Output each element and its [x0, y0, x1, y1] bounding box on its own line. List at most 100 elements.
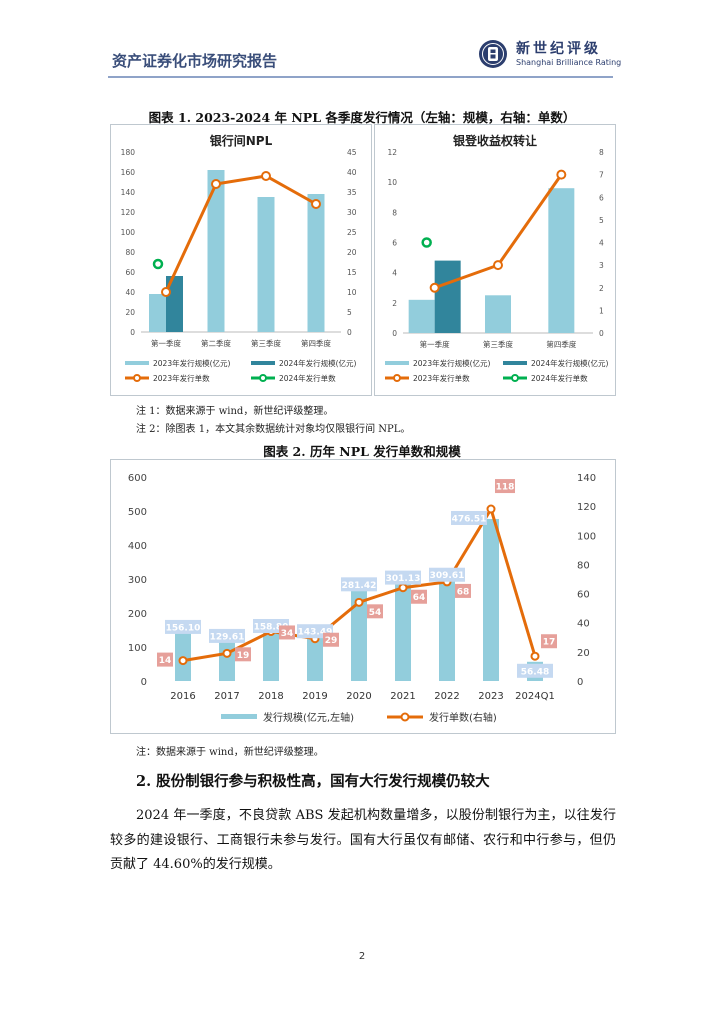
bar-value-label: 309.61	[430, 571, 465, 581]
point-2023-count	[429, 282, 440, 293]
section-heading: 2. 股份制银行参与积极性高，国有大行发行规模仍较大	[136, 773, 490, 790]
line-value-label-box	[323, 632, 339, 647]
category-label: 2016	[170, 691, 195, 702]
category-label: 第一季度	[151, 338, 181, 348]
line-value-label-box	[495, 479, 515, 494]
bar-value-label-box	[429, 567, 465, 582]
line-2023-count	[164, 174, 317, 293]
point-2023-count	[556, 169, 567, 180]
left-tick-label: 140	[121, 188, 136, 197]
line-value-label: 29	[325, 636, 338, 646]
bar-annual-scale	[263, 627, 279, 681]
point-2023-count	[311, 199, 321, 209]
category-label: 2017	[214, 691, 239, 702]
bar-2024	[434, 260, 461, 333]
bar-value-label-box	[209, 628, 245, 643]
point-annual-count	[486, 504, 496, 514]
chart-title: 银行间NPL	[210, 133, 273, 148]
line-value-label: 19	[237, 651, 250, 661]
figure1-title: 图表 1. 2023-2024 年 NPL 各季度发行情况（左轴：规模，右轴：单…	[148, 110, 576, 125]
left-tick-label: 40	[125, 288, 135, 297]
bar-2023	[548, 188, 575, 333]
header-divider	[108, 76, 613, 78]
right-tick-label: 1	[599, 306, 604, 315]
left-tick-label: 6	[392, 239, 397, 248]
right-tick-label: 6	[599, 193, 604, 202]
bar-value-label: 281.42	[342, 581, 377, 591]
legend-label: 发行单数(右轴)	[429, 711, 497, 724]
left-tick-label: 400	[128, 541, 147, 552]
line-value-label-box	[455, 583, 471, 598]
legend-swatch-marker	[400, 712, 410, 722]
bar-2023	[207, 170, 225, 332]
legend-swatch-marker	[259, 374, 267, 382]
left-tick-label: 600	[128, 473, 147, 484]
left-tick-label: 2	[392, 299, 397, 308]
category-label: 2023	[478, 691, 503, 702]
right-tick-label: 40	[347, 168, 357, 177]
left-tick-label: 60	[125, 268, 135, 277]
category-label: 2024Q1	[515, 691, 555, 702]
right-tick-label: 40	[577, 619, 590, 630]
legend-swatch-bar	[125, 361, 149, 365]
left-tick-label: 160	[121, 168, 136, 177]
line-value-label: 118	[496, 483, 515, 493]
logo-english-name: Shanghai Brilliance Rating	[516, 58, 622, 67]
category-label: 2019	[302, 691, 327, 702]
right-tick-label: 25	[347, 228, 357, 237]
bar-annual-scale	[307, 632, 323, 681]
line-value-label: 54	[369, 608, 382, 618]
right-tick-label: 0	[577, 677, 583, 688]
left-tick-label: 10	[387, 178, 397, 187]
right-tick-label: 140	[577, 473, 596, 484]
category-label: 2022	[434, 691, 459, 702]
line-value-label: 17	[543, 638, 556, 648]
right-tick-label: 7	[599, 171, 604, 180]
category-label: 2021	[390, 691, 415, 702]
bar-value-label: 301.13	[386, 574, 421, 584]
left-tick-label: 120	[121, 208, 136, 217]
bar-annual-scale	[219, 636, 235, 681]
right-tick-label: 80	[577, 560, 590, 571]
right-tick-label: 15	[347, 268, 357, 277]
line-value-label: 64	[413, 593, 426, 603]
legend-label: 2024年发行规模(亿元)	[279, 358, 357, 368]
bar-value-label-box	[451, 510, 487, 525]
right-tick-label: 10	[347, 288, 357, 297]
left-tick-label: 100	[128, 643, 147, 654]
line-value-label-box	[157, 652, 173, 667]
bar-2023	[307, 194, 325, 332]
chart-yindeng-transfer: 银登收益权转让 0 2 4 6 8 10 12 0 1 2 3 4 5 6 7 8 第一季度 第三季度 第四季度 202…	[374, 124, 616, 396]
point-2023-count	[493, 260, 503, 271]
figure2-title: 图表 2. 历年 NPL 发行单数和规模	[263, 444, 461, 459]
bar-annual-scale	[395, 578, 411, 681]
right-tick-label: 20	[577, 648, 590, 659]
bar-annual-scale	[483, 518, 499, 681]
left-tick-label: 0	[130, 328, 135, 337]
bar-annual-scale	[175, 627, 191, 681]
logo-chinese-name: 新世纪评级	[516, 41, 601, 57]
category-label: 2020	[346, 691, 371, 702]
right-tick-label: 5	[599, 216, 604, 225]
bar-value-label: 56.48	[521, 667, 549, 677]
legend-swatch-bar	[251, 361, 275, 365]
chart-title: 银登收益权转让	[453, 133, 537, 148]
bar-2023	[485, 295, 511, 333]
right-tick-label: 20	[347, 248, 357, 257]
right-tick-label: 0	[599, 329, 604, 338]
right-tick-label: 120	[577, 502, 596, 513]
line-value-label-box	[235, 647, 251, 662]
left-tick-label: 200	[128, 609, 147, 620]
right-tick-label: 45	[347, 148, 357, 157]
legend-swatch-marker	[133, 374, 141, 382]
right-tick-label: 60	[577, 590, 590, 601]
left-tick-label: 0	[141, 677, 147, 688]
point-annual-count	[530, 651, 540, 661]
line-value-label-box	[367, 604, 383, 619]
category-label: 第四季度	[301, 338, 331, 348]
point-annual-count	[222, 648, 232, 658]
bar-2023	[257, 197, 275, 332]
chart-interbank-npl-svg: 银行间NPL 0 20 40 60 80 100 120 140 160 180 0 5 10 15 20 25…	[121, 133, 357, 383]
bar-2023	[408, 299, 435, 333]
bar-2023	[149, 294, 166, 332]
